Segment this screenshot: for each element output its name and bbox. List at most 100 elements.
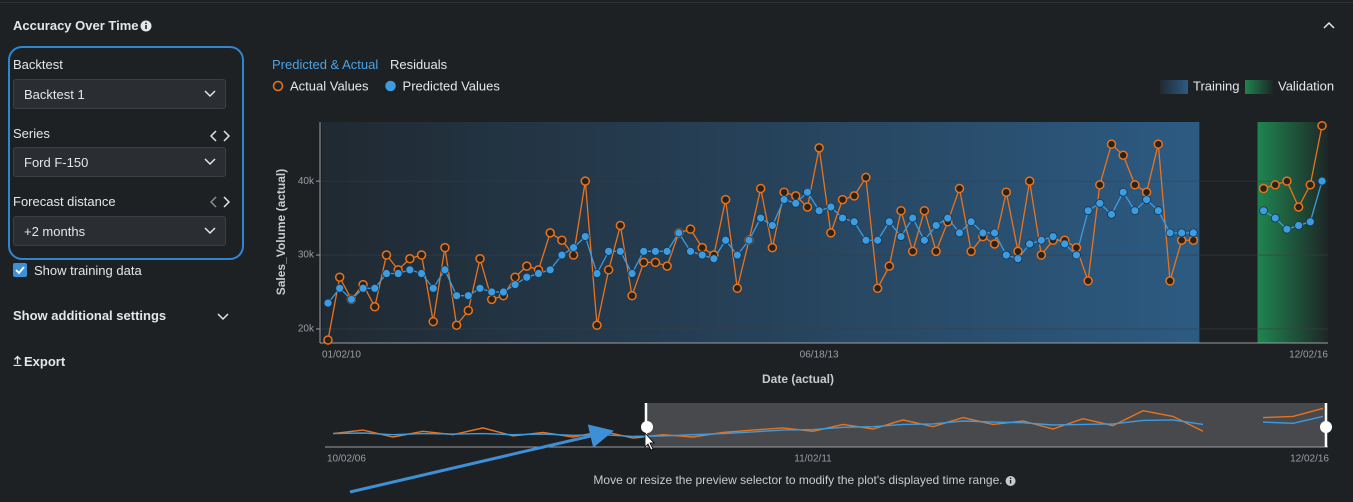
data-point <box>978 228 988 238</box>
data-point <box>323 335 333 345</box>
data-point <box>1141 187 1152 197</box>
forecast-dropdown[interactable]: +2 months <box>13 216 226 246</box>
series-nav[interactable] <box>210 130 230 142</box>
data-point <box>416 250 427 260</box>
data-point <box>334 272 345 282</box>
data-point <box>1060 239 1070 249</box>
checkbox[interactable] <box>13 263 27 277</box>
y-tick-label: 40k <box>298 176 315 187</box>
data-point <box>627 290 637 301</box>
data-point <box>919 205 930 216</box>
backtest-label: Backtest <box>13 57 63 72</box>
collapse-icon[interactable] <box>1322 20 1336 30</box>
band-legend-swatch <box>1245 80 1273 94</box>
info-icon[interactable] <box>1005 476 1016 486</box>
data-point <box>721 235 730 245</box>
top-border <box>0 2 1353 3</box>
data-point <box>1118 150 1128 161</box>
data-point <box>1305 180 1316 190</box>
data-point <box>908 213 918 223</box>
data-point <box>1282 224 1292 234</box>
data-point <box>370 283 380 293</box>
dropdown-value: Backtest 1 <box>24 87 85 102</box>
data-point <box>580 176 591 186</box>
dropdown-value: +2 months <box>24 224 86 239</box>
data-point <box>1317 176 1327 186</box>
data-point <box>557 235 567 246</box>
legend-marker <box>385 80 396 92</box>
data-point <box>1305 217 1315 227</box>
data-point <box>382 269 391 278</box>
data-point <box>580 232 590 241</box>
data-point <box>557 250 567 260</box>
data-point <box>651 246 660 256</box>
x-tick-label: 10/02/06 <box>327 454 366 465</box>
data-point <box>638 257 649 268</box>
selector-handle[interactable] <box>1320 421 1332 433</box>
data-point <box>463 305 474 316</box>
cursor <box>644 431 655 451</box>
data-point <box>522 272 532 282</box>
data-point <box>335 283 345 293</box>
data-point <box>346 294 356 304</box>
data-point <box>405 253 415 264</box>
data-point <box>920 235 929 245</box>
forecast-nav[interactable] <box>210 196 230 208</box>
data-point <box>1282 176 1292 186</box>
data-point <box>1177 228 1187 238</box>
data-point <box>358 283 368 293</box>
settings-toggle[interactable]: Show additional settings <box>13 308 167 323</box>
data-point <box>370 302 380 312</box>
data-point <box>1165 276 1175 286</box>
data-point <box>475 253 485 264</box>
chevron <box>217 313 229 321</box>
data-point <box>1036 235 1046 245</box>
data-point <box>1165 228 1175 238</box>
selector-handle[interactable] <box>641 421 653 433</box>
data-point <box>896 232 906 241</box>
data-point <box>1001 187 1012 197</box>
series-dropdown[interactable]: Ford F-150 <box>13 147 226 177</box>
legend-marker <box>272 80 284 92</box>
preview-selector[interactable] <box>645 403 1326 447</box>
data-point <box>791 198 801 208</box>
data-point <box>1095 180 1105 190</box>
data-point <box>826 202 836 212</box>
data-point <box>381 250 392 260</box>
data-point <box>451 320 462 331</box>
data-point <box>907 246 918 257</box>
band <box>322 122 1200 343</box>
tab[interactable]: Residuals <box>390 57 448 72</box>
legend-label: Predicted Values <box>403 78 501 93</box>
footer-note: Move or resize the preview selector to m… <box>593 473 1002 487</box>
data-point <box>1176 235 1187 246</box>
data-point <box>1095 198 1105 208</box>
data-point <box>954 183 965 194</box>
export-button[interactable]: Export <box>24 354 66 369</box>
tab-active[interactable]: Predicted & Actual <box>272 57 379 72</box>
data-point <box>510 280 520 290</box>
backtest-dropdown[interactable]: Backtest 1 <box>13 79 226 109</box>
data-point <box>627 269 637 278</box>
data-point <box>1001 250 1011 260</box>
x-tick-label: 12/02/16 <box>1290 454 1329 465</box>
data-point <box>837 194 848 205</box>
data-point <box>1013 254 1023 264</box>
data-point <box>604 246 614 256</box>
data-point <box>685 224 696 234</box>
data-point <box>1188 235 1199 246</box>
y-tick-label: 30k <box>298 250 315 261</box>
data-point <box>323 298 333 308</box>
data-point <box>1024 176 1035 186</box>
data-point <box>849 217 859 227</box>
data-point <box>452 291 462 301</box>
data-point <box>896 205 906 216</box>
data-point <box>592 320 602 331</box>
data-point <box>487 287 497 297</box>
info-icon[interactable] <box>140 20 152 32</box>
data-point <box>440 242 450 253</box>
data-point <box>1258 183 1269 194</box>
dropdown-value: Ford F-150 <box>24 155 89 170</box>
data-point <box>931 221 941 230</box>
